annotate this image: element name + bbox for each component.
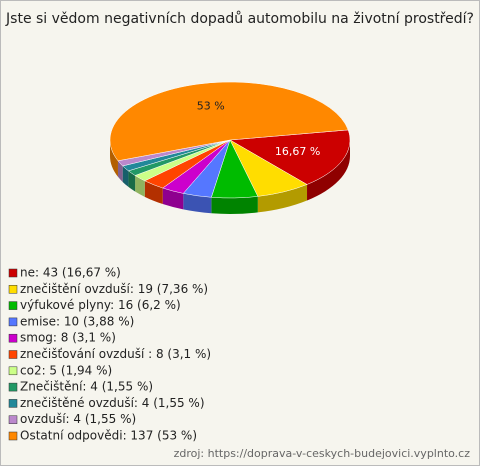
legend-swatch [8, 268, 18, 278]
legend-label: co2: 5 (1,94 %) [20, 363, 112, 377]
chart-title: Jste si vědom negativních dopadů automob… [5, 11, 474, 27]
legend-label: Ostatní odpovědi: 137 (53 %) [20, 429, 197, 443]
slice-side [162, 188, 184, 210]
legend-swatch [8, 366, 18, 376]
slice-side [117, 160, 123, 182]
legend-label: znečišťování ovzduší : 8 (3,1 %) [20, 347, 211, 361]
slice-side [110, 140, 118, 177]
legend-swatch [8, 285, 18, 294]
legend-label: znečištěné ovzduší: 4 (1,55 %) [20, 396, 205, 410]
legend-label: znečištění ovzduší: 19 (7,36 %) [20, 282, 208, 296]
slice-side [122, 165, 129, 187]
slice [109, 81, 349, 162]
legend-label: ovzduší: 4 (1,55 %) [20, 412, 136, 426]
legend-label: Znečištění: 4 (1,55 %) [20, 380, 153, 394]
legend-swatch [8, 399, 18, 408]
value-label: 16,67 % [275, 145, 320, 158]
slice-side [135, 175, 145, 197]
slice-side [183, 193, 212, 214]
legend-label: ne: 43 (16,67 %) [20, 266, 121, 280]
legend-swatch [8, 301, 18, 310]
legend-swatch [8, 415, 18, 424]
value-label: 53 % [197, 99, 225, 112]
legend-swatch [8, 317, 18, 327]
slice-side [257, 184, 308, 213]
slice-side [128, 170, 136, 192]
legend-label: smog: 8 (3,1 %) [20, 331, 116, 345]
source: zdroj: https://doprava-v-ceskych-budejov… [174, 447, 471, 460]
legend-label: emise: 10 (3,88 %) [20, 314, 134, 328]
slice-side [307, 140, 350, 201]
slice [229, 129, 351, 185]
legend-swatch [8, 350, 18, 359]
legend-swatch [8, 382, 18, 392]
slice-side [211, 196, 258, 215]
legend-label: výfukové plyny: 16 (6,2 %) [20, 298, 181, 312]
legend-swatch [8, 333, 18, 343]
legend-swatch [8, 431, 18, 441]
